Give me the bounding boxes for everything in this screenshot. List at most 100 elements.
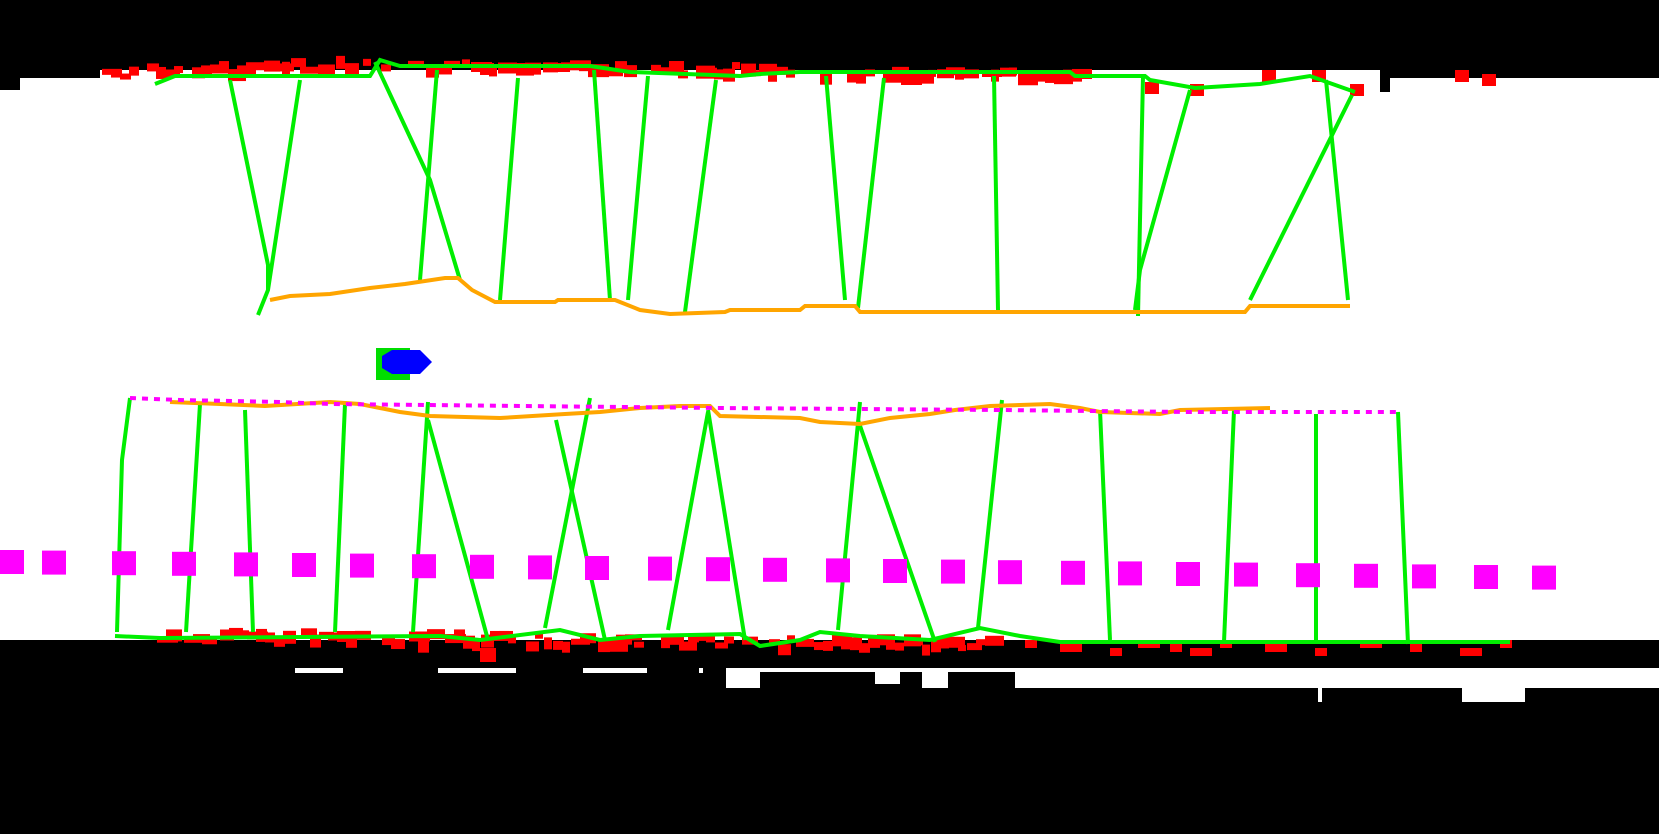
edge-point (462, 59, 470, 66)
edge-point (732, 62, 740, 70)
reference-marker (648, 556, 672, 581)
upper-lane-lines (154, 57, 1356, 317)
reference-marker (0, 550, 24, 574)
scan-bar (295, 668, 343, 673)
lane-line (1324, 79, 1350, 301)
edge-point (129, 66, 139, 76)
lane-line (836, 401, 862, 631)
edge-point (724, 636, 734, 644)
lane-line (856, 77, 886, 309)
reference-marker (172, 551, 196, 576)
edge-point (778, 644, 791, 656)
reference-marker (941, 559, 965, 584)
edge-point (922, 644, 930, 656)
edge-point (382, 638, 395, 646)
edge-point (201, 65, 212, 75)
edge-point (1025, 640, 1037, 648)
edge-point (1262, 70, 1276, 82)
edge-point (931, 639, 941, 653)
lane-line (626, 75, 650, 301)
edge-point (661, 637, 670, 649)
edge-point (967, 643, 982, 651)
edge-point (499, 630, 513, 638)
edge-point (310, 634, 321, 648)
edge-point (300, 66, 319, 74)
edge-point (1455, 70, 1469, 82)
lane-line (184, 403, 202, 633)
edge-point (688, 635, 699, 643)
edge-point (985, 635, 1004, 646)
edge-point (544, 637, 552, 650)
edge-point (697, 634, 708, 641)
edge-point (1315, 648, 1327, 656)
edge-point (955, 73, 964, 80)
edge-point (237, 65, 256, 77)
edge-point (895, 642, 904, 651)
edge-point (246, 62, 267, 71)
lane-line (1133, 89, 1192, 311)
lane-line (856, 419, 937, 643)
edge-point (1482, 74, 1496, 86)
lane-line (1222, 409, 1236, 643)
edge-point (192, 67, 205, 79)
lane-line (1098, 409, 1112, 641)
edge-point (814, 642, 826, 651)
reference-marker (1234, 562, 1258, 587)
edge-point (958, 645, 966, 652)
upper-boundary-line (154, 57, 1356, 94)
vehicle-body (382, 350, 432, 374)
edge-point (220, 629, 234, 641)
edge-point (847, 73, 859, 83)
reference-marker (763, 557, 787, 582)
edge-point (1110, 648, 1122, 656)
reference-marker (292, 553, 316, 577)
edge-point (526, 641, 539, 652)
reference-marker (1354, 563, 1378, 588)
edge-point (1265, 644, 1287, 652)
edge-point (165, 69, 180, 78)
edge-point (454, 629, 465, 639)
bottom-scan-bars (726, 668, 1659, 702)
reference-marker (470, 554, 494, 579)
edge-point (1190, 648, 1212, 656)
edge-point (435, 66, 452, 75)
edge-point (651, 64, 661, 73)
edge-point (706, 636, 715, 643)
edge-point (1036, 73, 1050, 82)
bottom-strip (726, 668, 1659, 702)
edge-point (418, 639, 429, 653)
edge-point (679, 641, 697, 651)
edge-point (274, 635, 285, 647)
edge-point (291, 58, 306, 68)
edge-point (219, 61, 229, 73)
lane-line (426, 419, 490, 641)
edge-point (1060, 644, 1082, 652)
edge-point (346, 638, 357, 648)
edge-point (553, 640, 563, 650)
edge-point (1145, 82, 1159, 94)
edge-point (147, 63, 159, 72)
edge-point (823, 640, 833, 651)
edge-point (336, 55, 345, 69)
edge-point (381, 64, 391, 72)
edge-point (949, 636, 965, 648)
lane-line (243, 409, 255, 633)
edge-point (877, 634, 895, 646)
edge-point (669, 61, 684, 74)
reference-marker (1412, 564, 1436, 589)
edge-point (886, 640, 895, 650)
lane-line (1396, 411, 1410, 645)
edge-point (606, 68, 623, 77)
edge-point (856, 73, 866, 84)
lane-line (333, 403, 347, 633)
edge-point (345, 63, 359, 76)
edge-point (991, 69, 999, 82)
edge-point (508, 635, 516, 644)
lane-line (683, 79, 718, 313)
vehicle-marker-icon (376, 348, 432, 380)
edge-point (616, 634, 632, 645)
edge-point (111, 69, 120, 78)
lane-line (543, 397, 592, 629)
lane-line (992, 75, 1000, 311)
